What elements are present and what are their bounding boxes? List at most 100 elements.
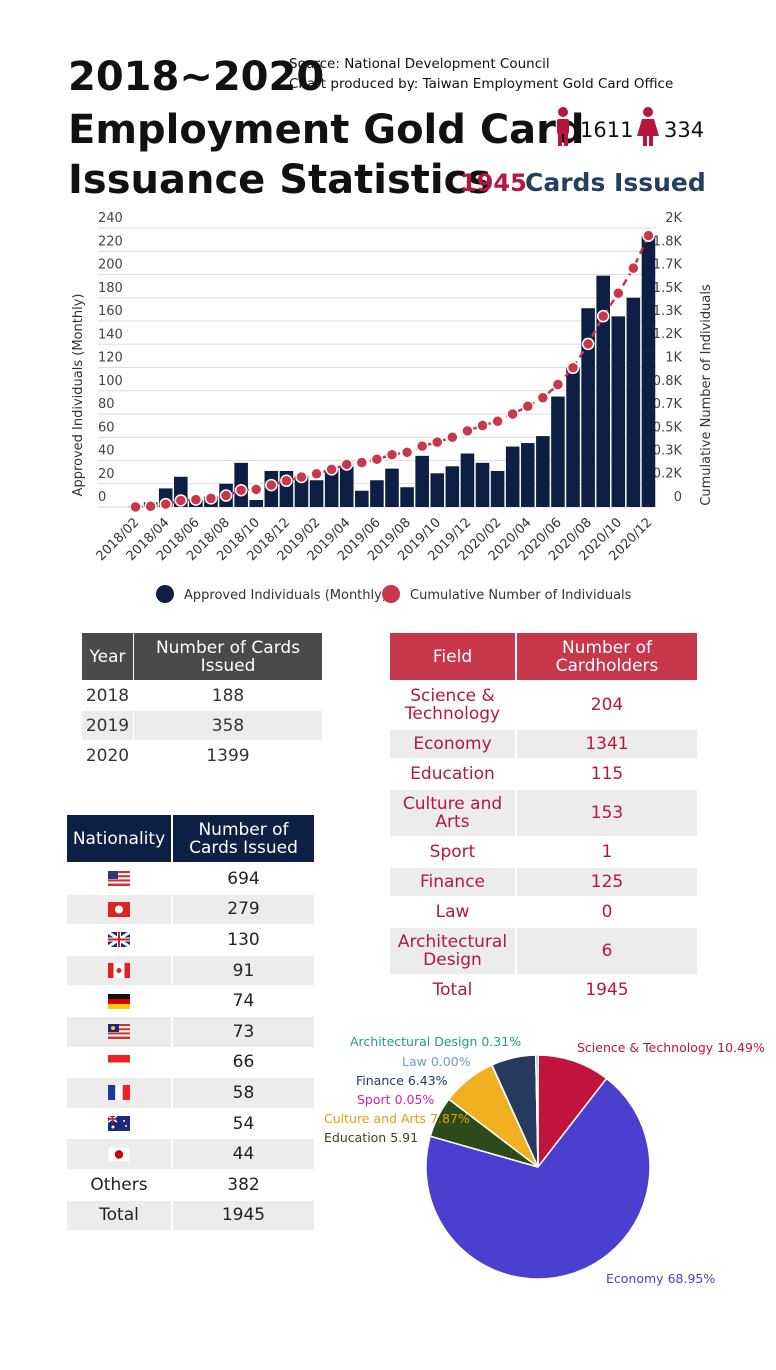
line-point — [265, 478, 278, 492]
bar — [309, 480, 324, 507]
table-cell: Science & Technology — [404, 686, 501, 724]
line-point — [219, 489, 233, 502]
y2-tick-label: 1.2K — [653, 327, 683, 342]
bar — [520, 443, 535, 507]
total-label: Cards Issued — [525, 168, 706, 197]
table-cell: 204 — [590, 695, 624, 715]
pie-label-value: 7.87% — [430, 1111, 470, 1126]
table-cell: Total — [432, 980, 473, 1000]
table-cell: 153 — [517, 790, 697, 836]
table-cell: 694 — [227, 868, 260, 889]
pie-slice — [535, 1054, 539, 1168]
y2-tick-label: 1.7K — [653, 257, 683, 272]
table-cell: 382 — [227, 1174, 260, 1195]
bar — [581, 308, 595, 507]
table-cell: Others — [90, 1174, 148, 1195]
table-cell: 66 — [232, 1052, 255, 1073]
bar — [339, 466, 354, 507]
line-point — [551, 378, 565, 391]
bar — [355, 490, 369, 507]
line-point — [295, 470, 308, 484]
y-tick-label: 40 — [98, 444, 115, 459]
line-point — [581, 337, 595, 351]
bar — [294, 475, 309, 507]
line-point — [144, 500, 157, 513]
y-tick-label: 0 — [98, 490, 106, 505]
table-cell — [67, 986, 171, 1016]
bar — [400, 487, 414, 507]
title: Issuance Statistics — [68, 157, 491, 203]
total-count: 1945 — [460, 169, 527, 197]
y2-tick-label: 0.3K — [653, 444, 683, 459]
table-cell: Sport — [429, 842, 476, 862]
table-cell: 0 — [601, 902, 613, 922]
line-point — [280, 474, 293, 488]
table-cell: 73 — [173, 1017, 314, 1047]
line-point — [249, 483, 263, 496]
line-point — [506, 407, 519, 421]
y2-tick-label: 2K — [665, 211, 682, 226]
table-cell: Education — [410, 764, 495, 784]
table-cell — [67, 1078, 171, 1108]
table-cell: Architectural Design — [390, 928, 515, 974]
legend-label: Approved Individuals (Monthly) — [184, 588, 387, 603]
pie-label-value: 0.31% — [481, 1034, 521, 1049]
pie-label-name: Culture and Arts — [324, 1111, 426, 1126]
pie-label: Economy 68.95% — [606, 1271, 715, 1286]
line-point — [310, 467, 323, 481]
pie-label-value: 0.05% — [395, 1092, 435, 1107]
bar — [596, 275, 610, 507]
flag — [108, 993, 130, 1009]
flag — [108, 963, 130, 979]
table-cell: 2020 — [85, 745, 130, 766]
flag — [108, 871, 130, 887]
table-cell — [67, 894, 171, 925]
pie-label-value: 68.95% — [668, 1271, 716, 1286]
y2-tick-label: 1.8K — [653, 234, 683, 249]
line-point — [642, 229, 655, 242]
bar — [249, 500, 264, 507]
legend-swatch — [382, 585, 400, 603]
bar — [611, 316, 626, 507]
y2-tick-label: 0.2K — [653, 467, 683, 482]
line-point — [521, 400, 535, 413]
line-point — [325, 463, 338, 476]
table-header: Number of Cards Issued — [134, 633, 322, 680]
female-count: 334 — [664, 118, 704, 142]
female-icon — [637, 107, 659, 146]
line-point — [627, 261, 640, 275]
table-cell: Total — [67, 1200, 171, 1231]
table-header: Year — [82, 633, 133, 680]
y-tick-label: 240 — [98, 211, 123, 226]
pie-label-name: Education — [324, 1130, 386, 1145]
flag — [108, 1024, 130, 1040]
bar — [385, 468, 399, 507]
table-header: Field — [390, 633, 515, 680]
source: Source: National Development Council — [289, 56, 550, 72]
table-cell: 74 — [232, 991, 255, 1012]
flag — [108, 932, 130, 948]
table-cell: Culture and Arts — [390, 790, 515, 836]
pie-label-name: Architectural Design — [350, 1034, 477, 1049]
bar — [536, 436, 550, 507]
y-tick-label: 120 — [98, 351, 123, 366]
line-point — [476, 419, 489, 432]
pie-label: Education 5.91 — [324, 1130, 418, 1145]
legend-label: Cumulative Number of Individuals — [410, 588, 632, 603]
line-point — [355, 456, 369, 469]
line-point — [340, 458, 353, 471]
title: 2018~2020 — [68, 54, 324, 100]
flag — [108, 1146, 130, 1162]
table-cell: 125 — [517, 868, 697, 896]
table-cell: Economy — [390, 730, 515, 758]
bar — [566, 367, 580, 507]
flag — [108, 1085, 130, 1101]
line-point — [566, 361, 580, 375]
line-point — [446, 431, 459, 444]
table-cell: 188 — [211, 685, 245, 706]
pie-label-name: Law — [402, 1054, 427, 1069]
title: Employment Gold Card — [68, 107, 585, 153]
bar — [445, 466, 460, 507]
pie-label: Law 0.00% — [402, 1054, 471, 1069]
y2-tick-label: 0 — [674, 490, 682, 505]
